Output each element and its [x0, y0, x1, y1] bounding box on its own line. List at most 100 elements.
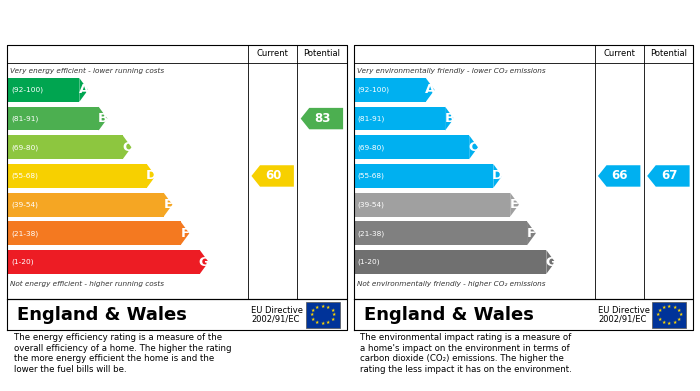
Text: ★: ★	[673, 305, 677, 310]
Polygon shape	[469, 135, 478, 159]
Text: Not energy efficient - higher running costs: Not energy efficient - higher running co…	[10, 282, 164, 287]
Text: ★: ★	[677, 317, 681, 322]
Text: ★: ★	[315, 305, 319, 310]
Text: Potential: Potential	[650, 49, 687, 58]
Text: 67: 67	[661, 169, 678, 183]
Text: Current: Current	[603, 49, 635, 58]
Text: B: B	[444, 112, 454, 125]
Polygon shape	[147, 164, 155, 188]
Text: (92-100): (92-100)	[11, 87, 43, 93]
Text: 2002/91/EC: 2002/91/EC	[251, 315, 300, 324]
Polygon shape	[426, 78, 435, 102]
Text: ★: ★	[677, 308, 681, 313]
Polygon shape	[546, 250, 555, 274]
Text: G: G	[545, 255, 557, 269]
Text: E: E	[164, 198, 173, 211]
Polygon shape	[251, 165, 294, 187]
Polygon shape	[648, 165, 690, 187]
Text: ★: ★	[326, 305, 330, 310]
Text: ★: ★	[662, 320, 666, 325]
Text: EU Directive: EU Directive	[251, 305, 303, 315]
Text: ★: ★	[315, 320, 319, 325]
Bar	[7, 193, 164, 217]
Text: D: D	[492, 169, 503, 183]
Text: 2002/91/EC: 2002/91/EC	[598, 315, 646, 324]
Text: E: E	[510, 198, 519, 211]
FancyBboxPatch shape	[306, 301, 340, 328]
Bar	[7, 107, 99, 131]
Text: Energy Efficiency Rating: Energy Efficiency Rating	[14, 16, 197, 29]
Bar	[354, 221, 527, 245]
Text: ★: ★	[673, 320, 677, 325]
Bar	[354, 107, 445, 131]
Text: (39-54): (39-54)	[11, 201, 38, 208]
Bar	[354, 193, 510, 217]
Text: C: C	[469, 141, 479, 154]
Text: ★: ★	[309, 312, 314, 317]
Text: (1-20): (1-20)	[358, 259, 380, 265]
Text: 83: 83	[314, 112, 331, 125]
Polygon shape	[527, 221, 536, 245]
Text: ★: ★	[667, 303, 671, 308]
Text: C: C	[122, 141, 132, 154]
Bar	[7, 78, 79, 102]
Text: Potential: Potential	[303, 49, 340, 58]
Text: England & Wales: England & Wales	[18, 306, 187, 324]
Bar	[354, 250, 546, 274]
Text: (39-54): (39-54)	[358, 201, 384, 208]
Text: B: B	[98, 112, 108, 125]
Bar	[7, 164, 147, 188]
Polygon shape	[181, 221, 189, 245]
Text: The environmental impact rating is a measure of
a home's impact on the environme: The environmental impact rating is a mea…	[360, 334, 572, 374]
Text: ★: ★	[656, 312, 660, 317]
Bar	[354, 164, 494, 188]
Text: ★: ★	[657, 317, 662, 322]
Text: Environmental Impact (CO₂) Rating: Environmental Impact (CO₂) Rating	[360, 16, 622, 29]
Text: A: A	[78, 83, 89, 97]
Text: Very environmentally friendly - lower CO₂ emissions: Very environmentally friendly - lower CO…	[357, 68, 545, 74]
Text: (92-100): (92-100)	[358, 87, 390, 93]
Text: Current: Current	[257, 49, 288, 58]
Text: G: G	[199, 255, 210, 269]
Text: Not environmentally friendly - higher CO₂ emissions: Not environmentally friendly - higher CO…	[357, 282, 545, 287]
Polygon shape	[510, 193, 519, 217]
Text: F: F	[181, 227, 190, 240]
Text: (55-68): (55-68)	[11, 173, 38, 179]
Text: ★: ★	[321, 303, 325, 308]
Text: A: A	[425, 83, 435, 97]
Bar	[7, 250, 199, 274]
Bar	[354, 135, 469, 159]
Text: EU Directive: EU Directive	[598, 305, 650, 315]
Polygon shape	[164, 193, 172, 217]
Text: 60: 60	[265, 169, 281, 183]
Text: ★: ★	[667, 321, 671, 326]
Polygon shape	[99, 107, 107, 131]
Bar	[7, 221, 181, 245]
Text: Very energy efficient - lower running costs: Very energy efficient - lower running co…	[10, 68, 164, 74]
Text: (21-38): (21-38)	[11, 230, 38, 237]
Polygon shape	[598, 165, 640, 187]
Text: D: D	[146, 169, 157, 183]
Text: England & Wales: England & Wales	[364, 306, 533, 324]
Text: (69-80): (69-80)	[11, 144, 38, 151]
Bar	[7, 135, 122, 159]
Text: ★: ★	[311, 317, 315, 322]
Text: (81-91): (81-91)	[358, 115, 385, 122]
Text: F: F	[527, 227, 536, 240]
Text: ★: ★	[311, 308, 315, 313]
Polygon shape	[494, 164, 502, 188]
Text: ★: ★	[326, 320, 330, 325]
Polygon shape	[301, 108, 343, 129]
Polygon shape	[199, 250, 209, 274]
Text: (69-80): (69-80)	[358, 144, 385, 151]
Text: The energy efficiency rating is a measure of the
overall efficiency of a home. T: The energy efficiency rating is a measur…	[14, 334, 231, 374]
Polygon shape	[79, 78, 88, 102]
Text: (81-91): (81-91)	[11, 115, 38, 122]
Text: ★: ★	[321, 321, 325, 326]
Polygon shape	[122, 135, 132, 159]
Polygon shape	[445, 107, 454, 131]
Text: ★: ★	[330, 308, 335, 313]
Text: ★: ★	[332, 312, 336, 317]
FancyBboxPatch shape	[652, 301, 686, 328]
Text: (1-20): (1-20)	[11, 259, 34, 265]
